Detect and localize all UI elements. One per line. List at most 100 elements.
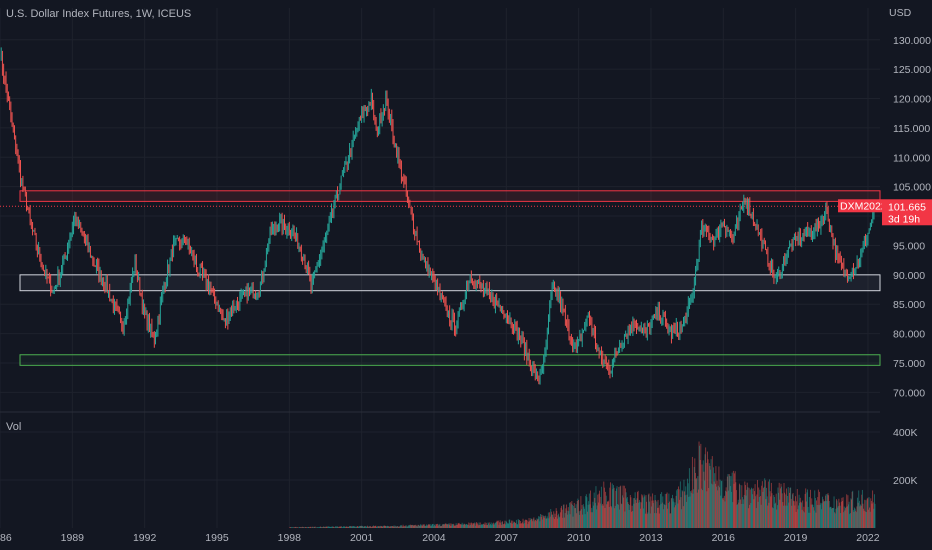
volume-bar bbox=[531, 518, 532, 528]
volume-bar bbox=[406, 525, 408, 528]
volume-bar bbox=[544, 515, 546, 528]
volume-bar bbox=[454, 525, 456, 528]
volume-bar bbox=[438, 525, 440, 528]
volume-bar bbox=[522, 518, 524, 528]
volume-bar bbox=[634, 498, 635, 528]
volume-bar bbox=[507, 523, 509, 528]
volume-bar bbox=[326, 526, 327, 528]
volume-bar bbox=[435, 526, 437, 528]
volume-bar bbox=[784, 492, 786, 528]
volume-bar bbox=[537, 519, 538, 528]
volume-bar bbox=[826, 501, 828, 528]
volume-bar bbox=[421, 525, 423, 528]
volume-bar bbox=[363, 526, 365, 528]
volume-bar bbox=[839, 505, 841, 528]
volume-bar bbox=[803, 506, 805, 528]
volume-bar bbox=[520, 521, 522, 528]
volume-bar bbox=[441, 526, 443, 528]
volume-bar bbox=[643, 508, 645, 528]
volume-bar bbox=[355, 527, 356, 528]
volume-bar bbox=[762, 491, 764, 528]
volume-bar bbox=[326, 526, 328, 528]
volume-bar bbox=[345, 526, 347, 528]
volume-bar bbox=[386, 525, 388, 528]
volume-bar bbox=[851, 491, 853, 528]
volume-bar bbox=[327, 526, 329, 528]
volume-bar bbox=[365, 525, 367, 528]
volume-bar bbox=[649, 501, 651, 528]
volume-bar bbox=[581, 505, 583, 528]
volume-bar bbox=[699, 445, 701, 528]
volume-bar bbox=[651, 500, 653, 528]
volume-bar bbox=[555, 508, 557, 528]
volume-bar bbox=[493, 522, 494, 528]
volume-bar bbox=[494, 523, 496, 528]
volume-bar bbox=[509, 519, 511, 528]
volume-bar bbox=[735, 490, 737, 528]
volume-bar bbox=[561, 509, 563, 528]
volume-bar bbox=[727, 474, 729, 528]
volume-bar bbox=[710, 469, 711, 528]
volume-bar bbox=[660, 503, 662, 528]
volume-bar bbox=[488, 522, 490, 528]
volume-bar bbox=[602, 503, 604, 528]
volume-bar bbox=[824, 501, 826, 528]
volume-bar bbox=[655, 500, 657, 528]
year-tick-label: 2010 bbox=[567, 532, 591, 544]
volume-bar bbox=[343, 526, 345, 528]
volume-bar bbox=[323, 526, 324, 528]
volume-label[interactable]: Vol bbox=[6, 421, 21, 433]
volume-bar bbox=[465, 524, 467, 528]
volume-bar bbox=[599, 490, 601, 528]
volume-bar bbox=[867, 497, 869, 528]
volume-bar bbox=[867, 509, 869, 528]
volume-bar bbox=[598, 493, 600, 528]
volume-bar bbox=[627, 502, 629, 528]
volume-bar bbox=[506, 522, 508, 528]
volume-bar bbox=[290, 527, 292, 528]
volume-bar bbox=[839, 502, 840, 528]
volume-bar bbox=[497, 520, 499, 528]
volume-bar bbox=[478, 522, 480, 528]
volume-bar bbox=[631, 505, 633, 528]
volume-bar bbox=[636, 498, 638, 528]
volume-bar bbox=[496, 521, 497, 528]
volume-bar bbox=[691, 456, 693, 528]
volume-bar bbox=[396, 526, 397, 528]
volume-bar bbox=[819, 491, 821, 528]
volume-bar bbox=[717, 485, 719, 528]
volume-bar bbox=[430, 526, 432, 528]
volume-bar bbox=[693, 489, 695, 528]
volume-bar bbox=[612, 485, 614, 528]
volume-bar bbox=[702, 460, 704, 528]
volume-bar bbox=[587, 504, 589, 528]
volume-bar bbox=[562, 504, 564, 528]
volume-bar bbox=[862, 503, 864, 528]
volume-bar bbox=[603, 487, 605, 528]
volume-bar bbox=[643, 494, 645, 528]
symbol-title[interactable]: U.S. Dollar Index Futures, 1W, ICEUS bbox=[6, 8, 191, 20]
volume-bar bbox=[802, 511, 804, 528]
volume-bar bbox=[840, 513, 842, 528]
volume-bar bbox=[617, 504, 619, 528]
year-tick-label: 1989 bbox=[61, 532, 85, 544]
volume-bar bbox=[344, 526, 346, 528]
volume-bar bbox=[656, 507, 658, 528]
volume-bar bbox=[680, 497, 682, 528]
volume-bar bbox=[746, 489, 748, 528]
volume-bar bbox=[429, 524, 431, 528]
volume-bar bbox=[336, 526, 338, 528]
volume-bar bbox=[772, 507, 774, 528]
volume-bar bbox=[756, 494, 758, 528]
volume-bar bbox=[709, 465, 711, 528]
volume-bar bbox=[559, 516, 561, 528]
volume-bar bbox=[726, 476, 728, 528]
volume-bar bbox=[421, 525, 423, 528]
volume-bar bbox=[373, 525, 374, 528]
volume-bar bbox=[700, 488, 702, 528]
volume-bar bbox=[639, 501, 641, 528]
volume-bar bbox=[637, 490, 639, 528]
volume-bar bbox=[714, 473, 716, 528]
volume-bar bbox=[623, 497, 625, 528]
